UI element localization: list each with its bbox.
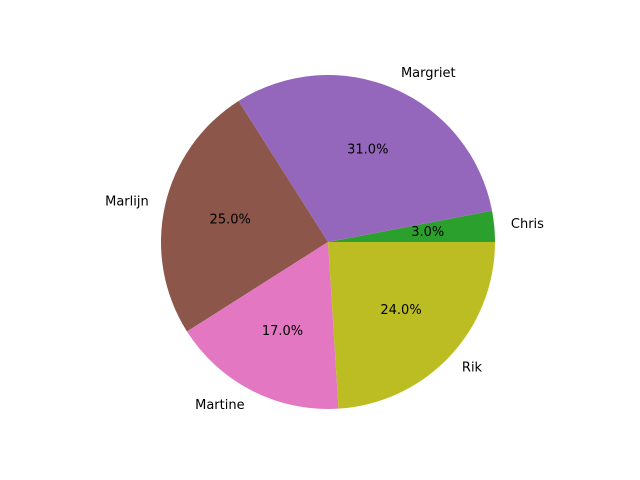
slice-label-rik: Rik — [462, 360, 483, 375]
pie-slice-margriet — [238, 74, 493, 242]
slice-label-martine: Martine — [195, 398, 244, 413]
slice-label-marlijn: Marlijn — [105, 194, 149, 209]
pie-slice-chris — [328, 210, 496, 242]
pie-slice-marlijn — [161, 100, 328, 332]
pie-slice-martine — [186, 242, 339, 409]
slice-label-margriet: Margriet — [401, 66, 456, 81]
pie-labels: Chris 3.0% Margriet 31.0% Marlijn 25.0% Martin… — [105, 66, 544, 413]
slice-percent-rik: 24.0% — [380, 303, 421, 318]
slice-percent-marlijn: 25.0% — [210, 213, 251, 228]
pie-slices — [161, 74, 496, 409]
pie-slice-rik — [328, 242, 495, 409]
slice-percent-martine: 17.0% — [262, 324, 303, 339]
slice-label-chris: Chris — [511, 217, 544, 232]
slice-percent-margriet: 31.0% — [347, 143, 388, 158]
slice-percent-chris: 3.0% — [411, 225, 444, 240]
